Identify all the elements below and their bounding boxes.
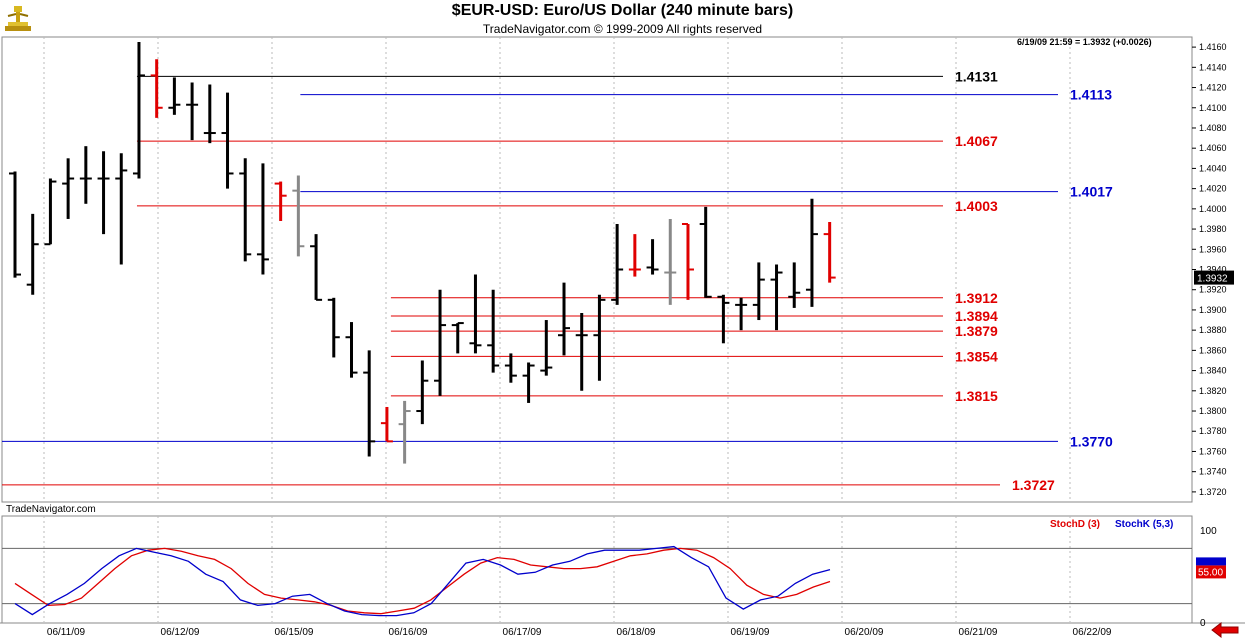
y-tick-label: 1.3740 bbox=[1199, 467, 1227, 477]
level-label: 1.3727 bbox=[1012, 477, 1055, 493]
level-label: 1.4113 bbox=[1070, 87, 1112, 103]
x-tick-label: 06/20/09 bbox=[845, 627, 884, 638]
level-label: 1.3879 bbox=[955, 323, 998, 339]
chart-title: $EUR-USD: Euro/US Dollar (240 minute bar… bbox=[451, 2, 794, 19]
level-label: 1.4017 bbox=[1070, 184, 1113, 200]
y-tick-label: 1.4060 bbox=[1199, 143, 1227, 153]
level-label: 1.4003 bbox=[955, 198, 998, 214]
level-label: 1.3854 bbox=[955, 348, 998, 364]
y-tick-label: 1.4080 bbox=[1199, 123, 1227, 133]
last-price-label: 1.3932 bbox=[1197, 274, 1228, 285]
legend-stochd: StochD (3) bbox=[1050, 519, 1100, 530]
x-tick-label: 06/22/09 bbox=[1073, 627, 1112, 638]
x-tick-label: 06/19/09 bbox=[731, 627, 770, 638]
y-tick-label: 1.3940 bbox=[1199, 265, 1227, 275]
x-tick-label: 06/18/09 bbox=[617, 627, 656, 638]
x-tick-label: 06/21/09 bbox=[959, 627, 998, 638]
x-tick-label: 06/17/09 bbox=[503, 627, 542, 638]
x-tick-label: 06/16/09 bbox=[389, 627, 428, 638]
level-label: 1.3770 bbox=[1070, 433, 1113, 449]
scroll-left-arrow-icon[interactable] bbox=[1210, 622, 1240, 638]
brand-watermark: TradeNavigator.com bbox=[6, 504, 96, 515]
y-tick-label: 1.4160 bbox=[1199, 42, 1227, 52]
y-tick-label: 1.4000 bbox=[1199, 204, 1227, 214]
legend-stochk: StochK (5,3) bbox=[1115, 519, 1174, 530]
y-tick-label: 1.3920 bbox=[1199, 285, 1227, 295]
y-tick-label: 1.3780 bbox=[1199, 426, 1227, 436]
y-tick-label: 1.3800 bbox=[1199, 406, 1227, 416]
chart-subtitle: TradeNavigator.com © 1999-2009 All right… bbox=[482, 22, 763, 36]
level-label: 1.3912 bbox=[955, 290, 998, 306]
stoch-line bbox=[14, 547, 831, 615]
level-label: 1.3815 bbox=[955, 388, 998, 404]
stoch-value-box bbox=[1196, 565, 1226, 579]
y-tick-label: 1.4040 bbox=[1199, 163, 1227, 173]
price-panel-frame bbox=[1, 36, 1193, 503]
level-label: 1.4131 bbox=[955, 68, 998, 84]
stoch-value-box-k bbox=[1196, 557, 1226, 566]
stoch-y-tick-label: 0 bbox=[1200, 618, 1206, 629]
x-tick-label: 06/15/09 bbox=[275, 627, 314, 638]
stoch-panel-frame bbox=[1, 515, 1193, 624]
trade-navigator-logo-icon bbox=[5, 6, 31, 31]
y-tick-label: 1.4100 bbox=[1199, 103, 1227, 113]
y-tick-label: 1.3840 bbox=[1199, 366, 1227, 376]
y-tick-label: 1.3820 bbox=[1199, 386, 1227, 396]
level-label: 1.3894 bbox=[955, 308, 998, 324]
y-tick-label: 1.3900 bbox=[1199, 305, 1227, 315]
y-tick-label: 1.3760 bbox=[1199, 446, 1227, 456]
stoch-value-label: 55.00 bbox=[1198, 567, 1223, 578]
stoch-line bbox=[14, 545, 831, 617]
y-tick-label: 1.3980 bbox=[1199, 224, 1227, 234]
last-price-box bbox=[1194, 270, 1234, 285]
y-tick-label: 1.4120 bbox=[1199, 83, 1227, 93]
y-tick-label: 1.4140 bbox=[1199, 62, 1227, 72]
y-tick-label: 1.4020 bbox=[1199, 184, 1227, 194]
x-tick-label: 06/11/09 bbox=[47, 627, 86, 638]
y-tick-label: 1.3880 bbox=[1199, 325, 1227, 335]
x-tick-label: 06/12/09 bbox=[161, 627, 200, 638]
y-tick-label: 1.3860 bbox=[1199, 345, 1227, 355]
level-label: 1.4067 bbox=[955, 133, 998, 149]
y-tick-label: 1.3720 bbox=[1199, 487, 1227, 497]
y-tick-label: 1.3960 bbox=[1199, 244, 1227, 254]
stoch-y-tick-label: 100 bbox=[1200, 526, 1217, 537]
last-quote: 6/19/09 21:59 = 1.3932 (+0.0026) bbox=[1017, 37, 1152, 47]
